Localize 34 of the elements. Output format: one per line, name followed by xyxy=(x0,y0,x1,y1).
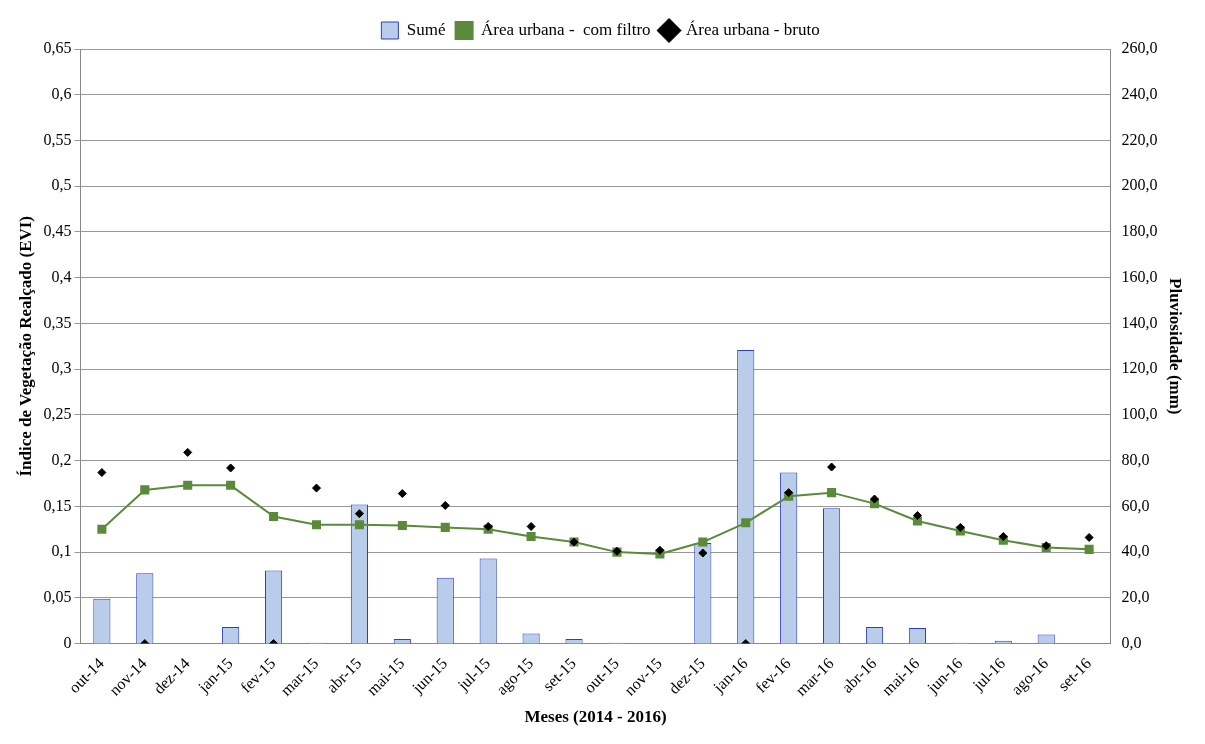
y-axis-title: Índice de Vegetação Realçado (EVI) xyxy=(15,215,35,477)
y2-tick-label: 80,0 xyxy=(1121,450,1150,468)
y2-tick-label: 100,0 xyxy=(1121,405,1158,423)
legend-label: Área urbana - com filtro xyxy=(481,19,651,39)
legend-label: Área urbana - bruto xyxy=(686,19,820,39)
y-tick-label: 0,45 xyxy=(43,222,72,240)
y-tick-label: 0,5 xyxy=(51,176,72,194)
x-axis-title: Meses (2014 - 2016) xyxy=(524,707,667,727)
y2-tick-label: 120,0 xyxy=(1121,359,1158,377)
y2-tick-label: 40,0 xyxy=(1121,542,1150,560)
y-tick-label: 0,65 xyxy=(43,39,72,57)
y-tick-label: 0,2 xyxy=(51,450,72,468)
y-tick-label: 0 xyxy=(63,633,72,651)
y-tick-label: 0,1 xyxy=(51,542,72,560)
y-tick-label: 0,15 xyxy=(43,496,72,514)
y-tick-label: 0,4 xyxy=(51,267,72,285)
y2-tick-label: 200,0 xyxy=(1121,176,1158,194)
y-tick-label: 0,05 xyxy=(43,588,72,606)
y2-tick-label: 60,0 xyxy=(1121,496,1150,514)
y-tick-label: 0,3 xyxy=(51,359,72,377)
y2-axis-title: Pluviosidade (mm) xyxy=(1166,278,1186,415)
y2-tick-label: 20,0 xyxy=(1121,588,1150,606)
y2-tick-label: 260,0 xyxy=(1121,39,1158,57)
legend-label: Sumé xyxy=(406,19,446,39)
y2-tick-label: 140,0 xyxy=(1121,313,1158,331)
y2-tick-label: 180,0 xyxy=(1121,222,1158,240)
y2-tick-label: 240,0 xyxy=(1121,84,1158,102)
y-tick-label: 0,25 xyxy=(43,405,72,423)
y2-tick-label: 220,0 xyxy=(1121,130,1158,148)
y2-tick-label: 160,0 xyxy=(1121,267,1158,285)
y-tick-label: 0,6 xyxy=(51,84,72,102)
y-tick-label: 0,55 xyxy=(43,130,72,148)
y2-tick-label: 0,0 xyxy=(1121,633,1142,651)
y-tick-label: 0,35 xyxy=(43,313,72,331)
